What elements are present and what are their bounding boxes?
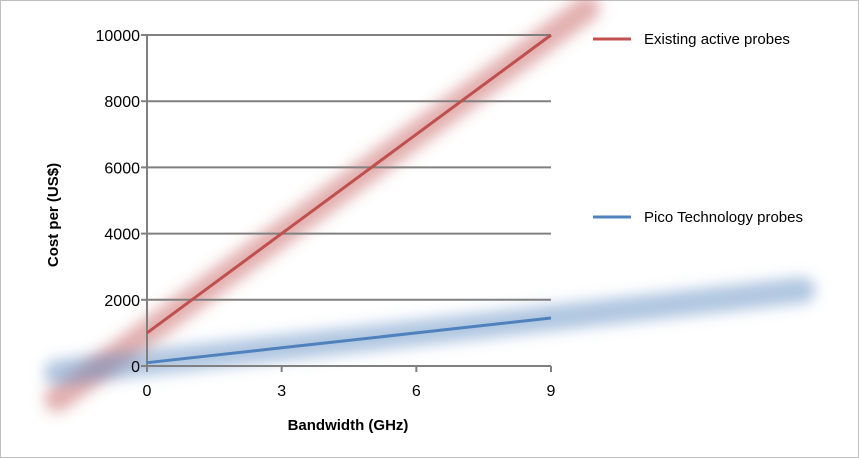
y-tick-labels: 0 2000 4000 6000 8000 10000 — [96, 28, 141, 376]
y-tick-label: 0 — [131, 359, 140, 376]
legend-label-2: Pico Technology probes — [644, 209, 803, 226]
y-tick-label: 10000 — [96, 28, 141, 45]
x-tick-label: 3 — [277, 383, 286, 400]
x-tick-label: 9 — [547, 383, 556, 400]
y-axis-title: Cost per (US$) — [45, 163, 62, 267]
series-lines — [146, 33, 552, 365]
x-axis-title: Bandwidth (GHz) — [288, 417, 409, 434]
x-tick-label: 0 — [143, 383, 152, 400]
y-tick-label: 6000 — [104, 160, 140, 177]
y-tick-label: 4000 — [104, 227, 140, 244]
axes — [141, 34, 552, 372]
series-line-2 — [146, 316, 552, 365]
y-tick-label: 8000 — [104, 94, 140, 111]
glow-decoration — [44, 0, 816, 413]
legend: Existing active probes Pico Technology pr… — [593, 31, 803, 226]
legend-label-1: Existing active probes — [644, 31, 790, 48]
x-tick-labels: 0 3 6 9 — [143, 383, 556, 400]
series-line-1 — [146, 33, 552, 335]
x-tick-label: 6 — [412, 383, 421, 400]
y-tick-label: 2000 — [104, 293, 140, 310]
gridlines — [147, 34, 551, 301]
